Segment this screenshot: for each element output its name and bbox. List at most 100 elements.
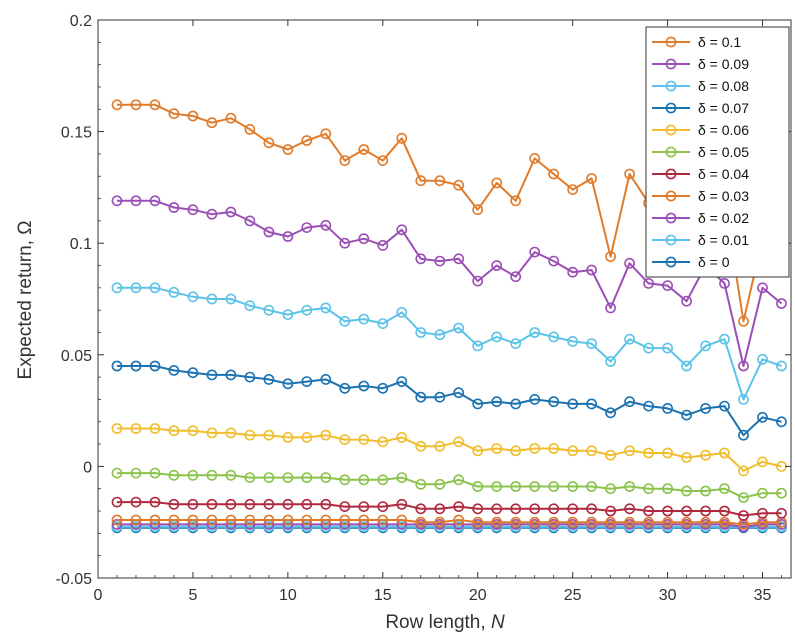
data-point bbox=[301, 304, 313, 316]
legend-label-5: δ = 0.05 bbox=[698, 144, 749, 160]
data-point bbox=[244, 215, 256, 227]
data-point bbox=[605, 251, 616, 262]
data-point bbox=[149, 99, 161, 111]
data-point bbox=[757, 507, 768, 519]
data-point bbox=[187, 204, 199, 216]
data-point bbox=[282, 498, 294, 510]
data-point bbox=[757, 353, 768, 365]
data-point bbox=[301, 431, 313, 443]
y-tick-label-4: 0.15 bbox=[61, 125, 92, 142]
data-point bbox=[187, 110, 199, 122]
data-point bbox=[624, 257, 635, 269]
data-point bbox=[149, 467, 161, 479]
data-point bbox=[206, 469, 218, 481]
data-point bbox=[415, 440, 427, 452]
legend-marker-7 bbox=[665, 190, 677, 202]
data-point bbox=[548, 168, 560, 180]
data-point bbox=[301, 376, 313, 387]
data-point bbox=[263, 226, 275, 238]
data-point bbox=[624, 503, 635, 515]
data-point bbox=[187, 425, 199, 437]
data-point bbox=[244, 123, 256, 135]
data-point bbox=[377, 474, 389, 486]
data-point bbox=[263, 429, 275, 441]
data-point bbox=[586, 173, 597, 184]
x-axis-label: Row length, N bbox=[385, 612, 505, 633]
data-point bbox=[244, 514, 256, 526]
data-point bbox=[225, 514, 237, 526]
data-point bbox=[491, 481, 503, 492]
data-point bbox=[700, 402, 711, 414]
data-point bbox=[738, 315, 749, 327]
data-point bbox=[453, 387, 465, 399]
legend-marker-5 bbox=[665, 146, 677, 158]
data-point bbox=[301, 472, 313, 483]
data-point bbox=[548, 443, 560, 454]
legend-label-6: δ = 0.04 bbox=[698, 166, 749, 182]
x-tick-label-4: 20 bbox=[469, 587, 487, 604]
data-point bbox=[681, 360, 692, 372]
data-point bbox=[149, 514, 161, 526]
x-tick-label-5: 25 bbox=[564, 587, 582, 604]
data-point bbox=[130, 360, 142, 372]
series-line-7 bbox=[117, 519, 782, 526]
data-point bbox=[738, 429, 749, 441]
data-point bbox=[453, 322, 465, 334]
data-point bbox=[111, 99, 123, 111]
legend-label-0: δ = 0.1 bbox=[698, 34, 741, 50]
data-point bbox=[643, 483, 654, 495]
legend-marker-6 bbox=[665, 168, 677, 180]
data-point bbox=[567, 516, 579, 528]
data-point bbox=[377, 382, 389, 394]
data-point bbox=[605, 407, 616, 419]
legend: δ = 0.1 δ = 0.09 δ = 0.08 δ = 0.07 δ = 0.06 δ… bbox=[645, 26, 790, 278]
y-tick-label-3: 0.1 bbox=[70, 236, 92, 253]
data-point bbox=[624, 481, 635, 492]
legend-label-8: δ = 0.02 bbox=[698, 210, 749, 226]
data-point bbox=[244, 300, 256, 312]
data-point bbox=[111, 514, 123, 526]
data-point bbox=[396, 376, 408, 387]
data-point bbox=[263, 373, 275, 385]
data-point bbox=[168, 498, 180, 510]
data-point bbox=[168, 286, 180, 298]
legend-label-9: δ = 0.01 bbox=[698, 232, 749, 248]
data-point bbox=[491, 396, 503, 408]
data-point bbox=[282, 514, 294, 526]
data-point bbox=[396, 132, 408, 144]
data-point bbox=[206, 293, 218, 305]
data-point bbox=[510, 338, 522, 349]
data-point bbox=[263, 472, 275, 483]
y-tick-label-1: 0 bbox=[83, 459, 92, 476]
data-point bbox=[586, 445, 597, 457]
data-point bbox=[377, 155, 389, 166]
data-point bbox=[453, 436, 465, 448]
data-point bbox=[187, 367, 199, 379]
data-point bbox=[529, 393, 541, 405]
data-point bbox=[491, 331, 503, 343]
data-point bbox=[586, 398, 597, 410]
data-point bbox=[643, 505, 654, 517]
data-point bbox=[491, 260, 503, 271]
data-point bbox=[358, 233, 370, 245]
data-point bbox=[396, 431, 408, 443]
data-point bbox=[605, 483, 616, 495]
data-point bbox=[282, 144, 294, 155]
x-tick-label-0: 0 bbox=[94, 587, 103, 604]
data-point bbox=[415, 478, 427, 490]
data-point bbox=[700, 449, 711, 461]
data-point bbox=[206, 514, 218, 526]
data-point bbox=[586, 481, 597, 492]
data-point bbox=[282, 472, 294, 483]
data-point bbox=[738, 465, 749, 477]
data-point bbox=[776, 507, 787, 519]
legend-label-2: δ = 0.08 bbox=[698, 78, 749, 94]
data-point bbox=[149, 195, 161, 207]
data-point bbox=[168, 514, 180, 526]
data-point bbox=[700, 485, 711, 497]
data-point bbox=[700, 505, 711, 517]
data-point bbox=[472, 503, 484, 515]
x-tick-label-6: 30 bbox=[659, 587, 677, 604]
data-point bbox=[681, 409, 692, 421]
